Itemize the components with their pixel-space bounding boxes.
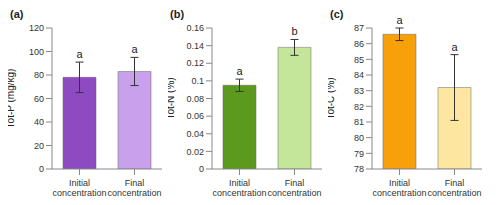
svg-text:100: 100 bbox=[29, 47, 44, 57]
svg-text:0: 0 bbox=[199, 164, 204, 174]
svg-text:87: 87 bbox=[354, 23, 364, 33]
svg-text:Finalconcentration: Finalconcentration bbox=[427, 178, 481, 197]
svg-text:81: 81 bbox=[354, 117, 364, 127]
html-text:(a): (a) bbox=[10, 8, 24, 20]
svg-text:a: a bbox=[451, 41, 458, 53]
svg-text:a: a bbox=[76, 48, 83, 60]
svg-text:0: 0 bbox=[39, 164, 44, 174]
svg-text:Tot-P (mg/kg): Tot-P (mg/kg) bbox=[8, 69, 16, 129]
svg-text:60: 60 bbox=[34, 94, 44, 104]
svg-text:Initialconcentration: Initialconcentration bbox=[372, 178, 426, 197]
svg-text:0.06: 0.06 bbox=[186, 111, 204, 121]
html-text:(b): (b) bbox=[170, 8, 184, 20]
svg-text:120: 120 bbox=[29, 23, 44, 33]
svg-text:84: 84 bbox=[354, 70, 364, 80]
svg-text:40: 40 bbox=[34, 117, 44, 127]
svg-text:b: b bbox=[291, 25, 297, 37]
svg-text:78: 78 bbox=[354, 164, 364, 174]
svg-text:Finalconcentration: Finalconcentration bbox=[267, 178, 321, 197]
svg-text:Initialconcentration: Initialconcentration bbox=[52, 178, 106, 197]
svg-text:80: 80 bbox=[354, 133, 364, 143]
svg-text:86: 86 bbox=[354, 39, 364, 49]
svg-text:a: a bbox=[131, 43, 138, 55]
svg-text:20: 20 bbox=[34, 141, 44, 151]
svg-text:79: 79 bbox=[354, 149, 364, 159]
svg-text:80: 80 bbox=[34, 70, 44, 80]
svg-text:Tot-C (%): Tot-C (%) bbox=[328, 77, 336, 119]
svg-text:0.08: 0.08 bbox=[186, 94, 204, 104]
svg-text:Initialconcentration: Initialconcentration bbox=[212, 178, 266, 197]
svg-text:0.02: 0.02 bbox=[186, 147, 204, 157]
svg-text:0.1: 0.1 bbox=[191, 76, 204, 86]
svg-text:85: 85 bbox=[354, 55, 364, 65]
svg-text:Finalconcentration: Finalconcentration bbox=[107, 178, 161, 197]
svg-text:0.04: 0.04 bbox=[186, 129, 204, 139]
svg-text:0.12: 0.12 bbox=[186, 58, 204, 68]
svg-text:0.16: 0.16 bbox=[186, 23, 204, 33]
svg-text:Tot-N (%): Tot-N (%) bbox=[168, 77, 176, 119]
svg-text:a: a bbox=[236, 65, 243, 77]
svg-text:82: 82 bbox=[354, 102, 364, 112]
svg-text:83: 83 bbox=[354, 86, 364, 96]
html-text:(c): (c) bbox=[330, 8, 344, 20]
svg-text:a: a bbox=[396, 14, 403, 26]
svg-text:0.14: 0.14 bbox=[186, 41, 204, 51]
